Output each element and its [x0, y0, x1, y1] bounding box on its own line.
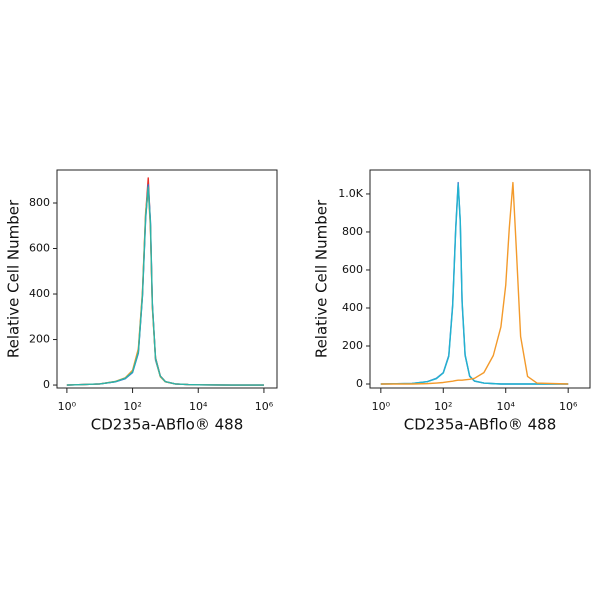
histogram-line: [66, 184, 264, 386]
y-tick-label: 800: [29, 196, 50, 209]
y-tick-label: 200: [29, 333, 50, 346]
histogram-line: [380, 183, 569, 385]
y-tick-label: 400: [29, 287, 50, 300]
y-axis-label: Relative Cell Number: [313, 199, 331, 358]
x-tick-label: 10²: [434, 400, 452, 413]
histogram-line: [380, 181, 569, 385]
x-tick-label: 10⁶: [255, 400, 274, 413]
x-tick-label: 10²: [123, 400, 141, 413]
histogram-line: [380, 181, 569, 385]
x-axis-label: CD235a-ABflo® 488: [91, 416, 244, 434]
x-tick-label: 10⁴: [497, 400, 516, 413]
x-tick-label: 10⁰: [372, 400, 391, 413]
y-tick-label: 1.0K: [338, 187, 363, 200]
x-tick-label: 10⁴: [189, 400, 208, 413]
x-tick-label: 10⁰: [58, 400, 77, 413]
y-axis-label: Relative Cell Number: [5, 199, 23, 358]
histogram-line: [66, 188, 264, 386]
y-tick-label: 400: [342, 301, 363, 314]
plot-frame: [369, 169, 591, 389]
y-tick-label: 800: [342, 225, 363, 238]
histogram-line: [66, 177, 264, 386]
y-tick-label: 0: [43, 378, 50, 391]
y-tick-label: 0: [356, 377, 363, 390]
plot-frame: [56, 169, 278, 389]
y-tick-label: 600: [342, 263, 363, 276]
y-tick-label: 600: [29, 242, 50, 255]
histogram-line: [66, 186, 264, 386]
x-axis-label: CD235a-ABflo® 488: [404, 416, 557, 434]
y-tick-label: 200: [342, 339, 363, 352]
x-tick-label: 10⁶: [559, 400, 578, 413]
